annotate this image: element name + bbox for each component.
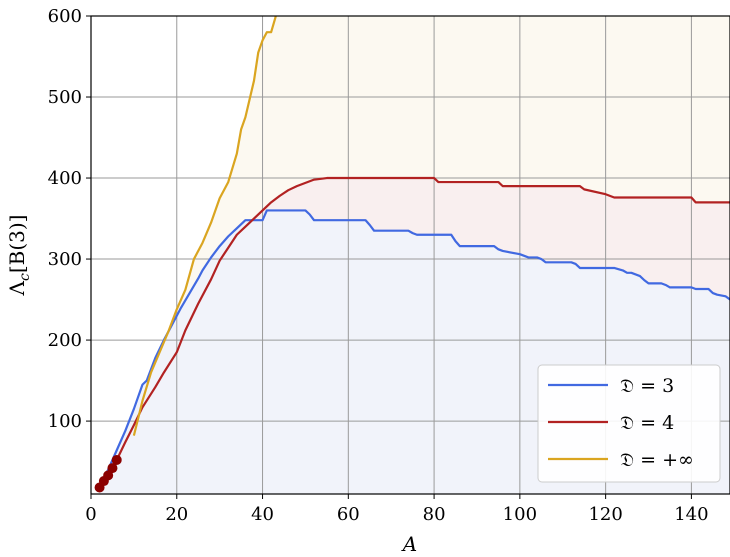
y-tick-label: 200 [48,330,82,351]
x-tick-label: 80 [423,504,446,525]
x-tick-label: 0 [85,504,96,525]
series-line-2 [98,176,730,489]
y-tick-label: 600 [48,6,82,27]
data-marker [111,454,122,465]
legend-label: 𝔇 = +∞ [620,449,694,471]
series-line-1 [98,209,730,488]
legend: 𝔇 = 3 𝔇 = 4 𝔇 = +∞ [537,364,721,483]
data-marker [103,470,114,481]
y-axis-label: Λc[B(3)] [5,215,33,297]
y-tick-label: 300 [48,249,82,270]
x-tick-label: 20 [165,504,188,525]
data-markers [94,454,122,493]
legend-label: 𝔇 = 3 [620,375,674,397]
y-tick-label: 400 [48,168,82,189]
data-marker [107,463,118,474]
y-tick-label: 100 [48,411,82,432]
y-tick-labels: 100 200 300 400 500 600 [48,6,82,432]
legend-box [537,364,721,483]
x-tick-label: 100 [503,504,537,525]
y-tick-label: 500 [48,87,82,108]
x-tick-label: 120 [588,504,622,525]
series-line-3 [132,16,277,436]
x-tick-label: 140 [674,504,708,525]
axes [86,15,730,499]
x-axis-label: A [401,532,417,556]
x-tick-label: 60 [337,504,360,525]
legend-label: 𝔇 = 4 [620,412,674,434]
x-tick-label: 40 [251,504,274,525]
x-tick-labels: 0 20 40 60 80 100 120 140 [85,504,708,525]
series-lines [98,16,730,489]
plot-frame [90,15,730,495]
